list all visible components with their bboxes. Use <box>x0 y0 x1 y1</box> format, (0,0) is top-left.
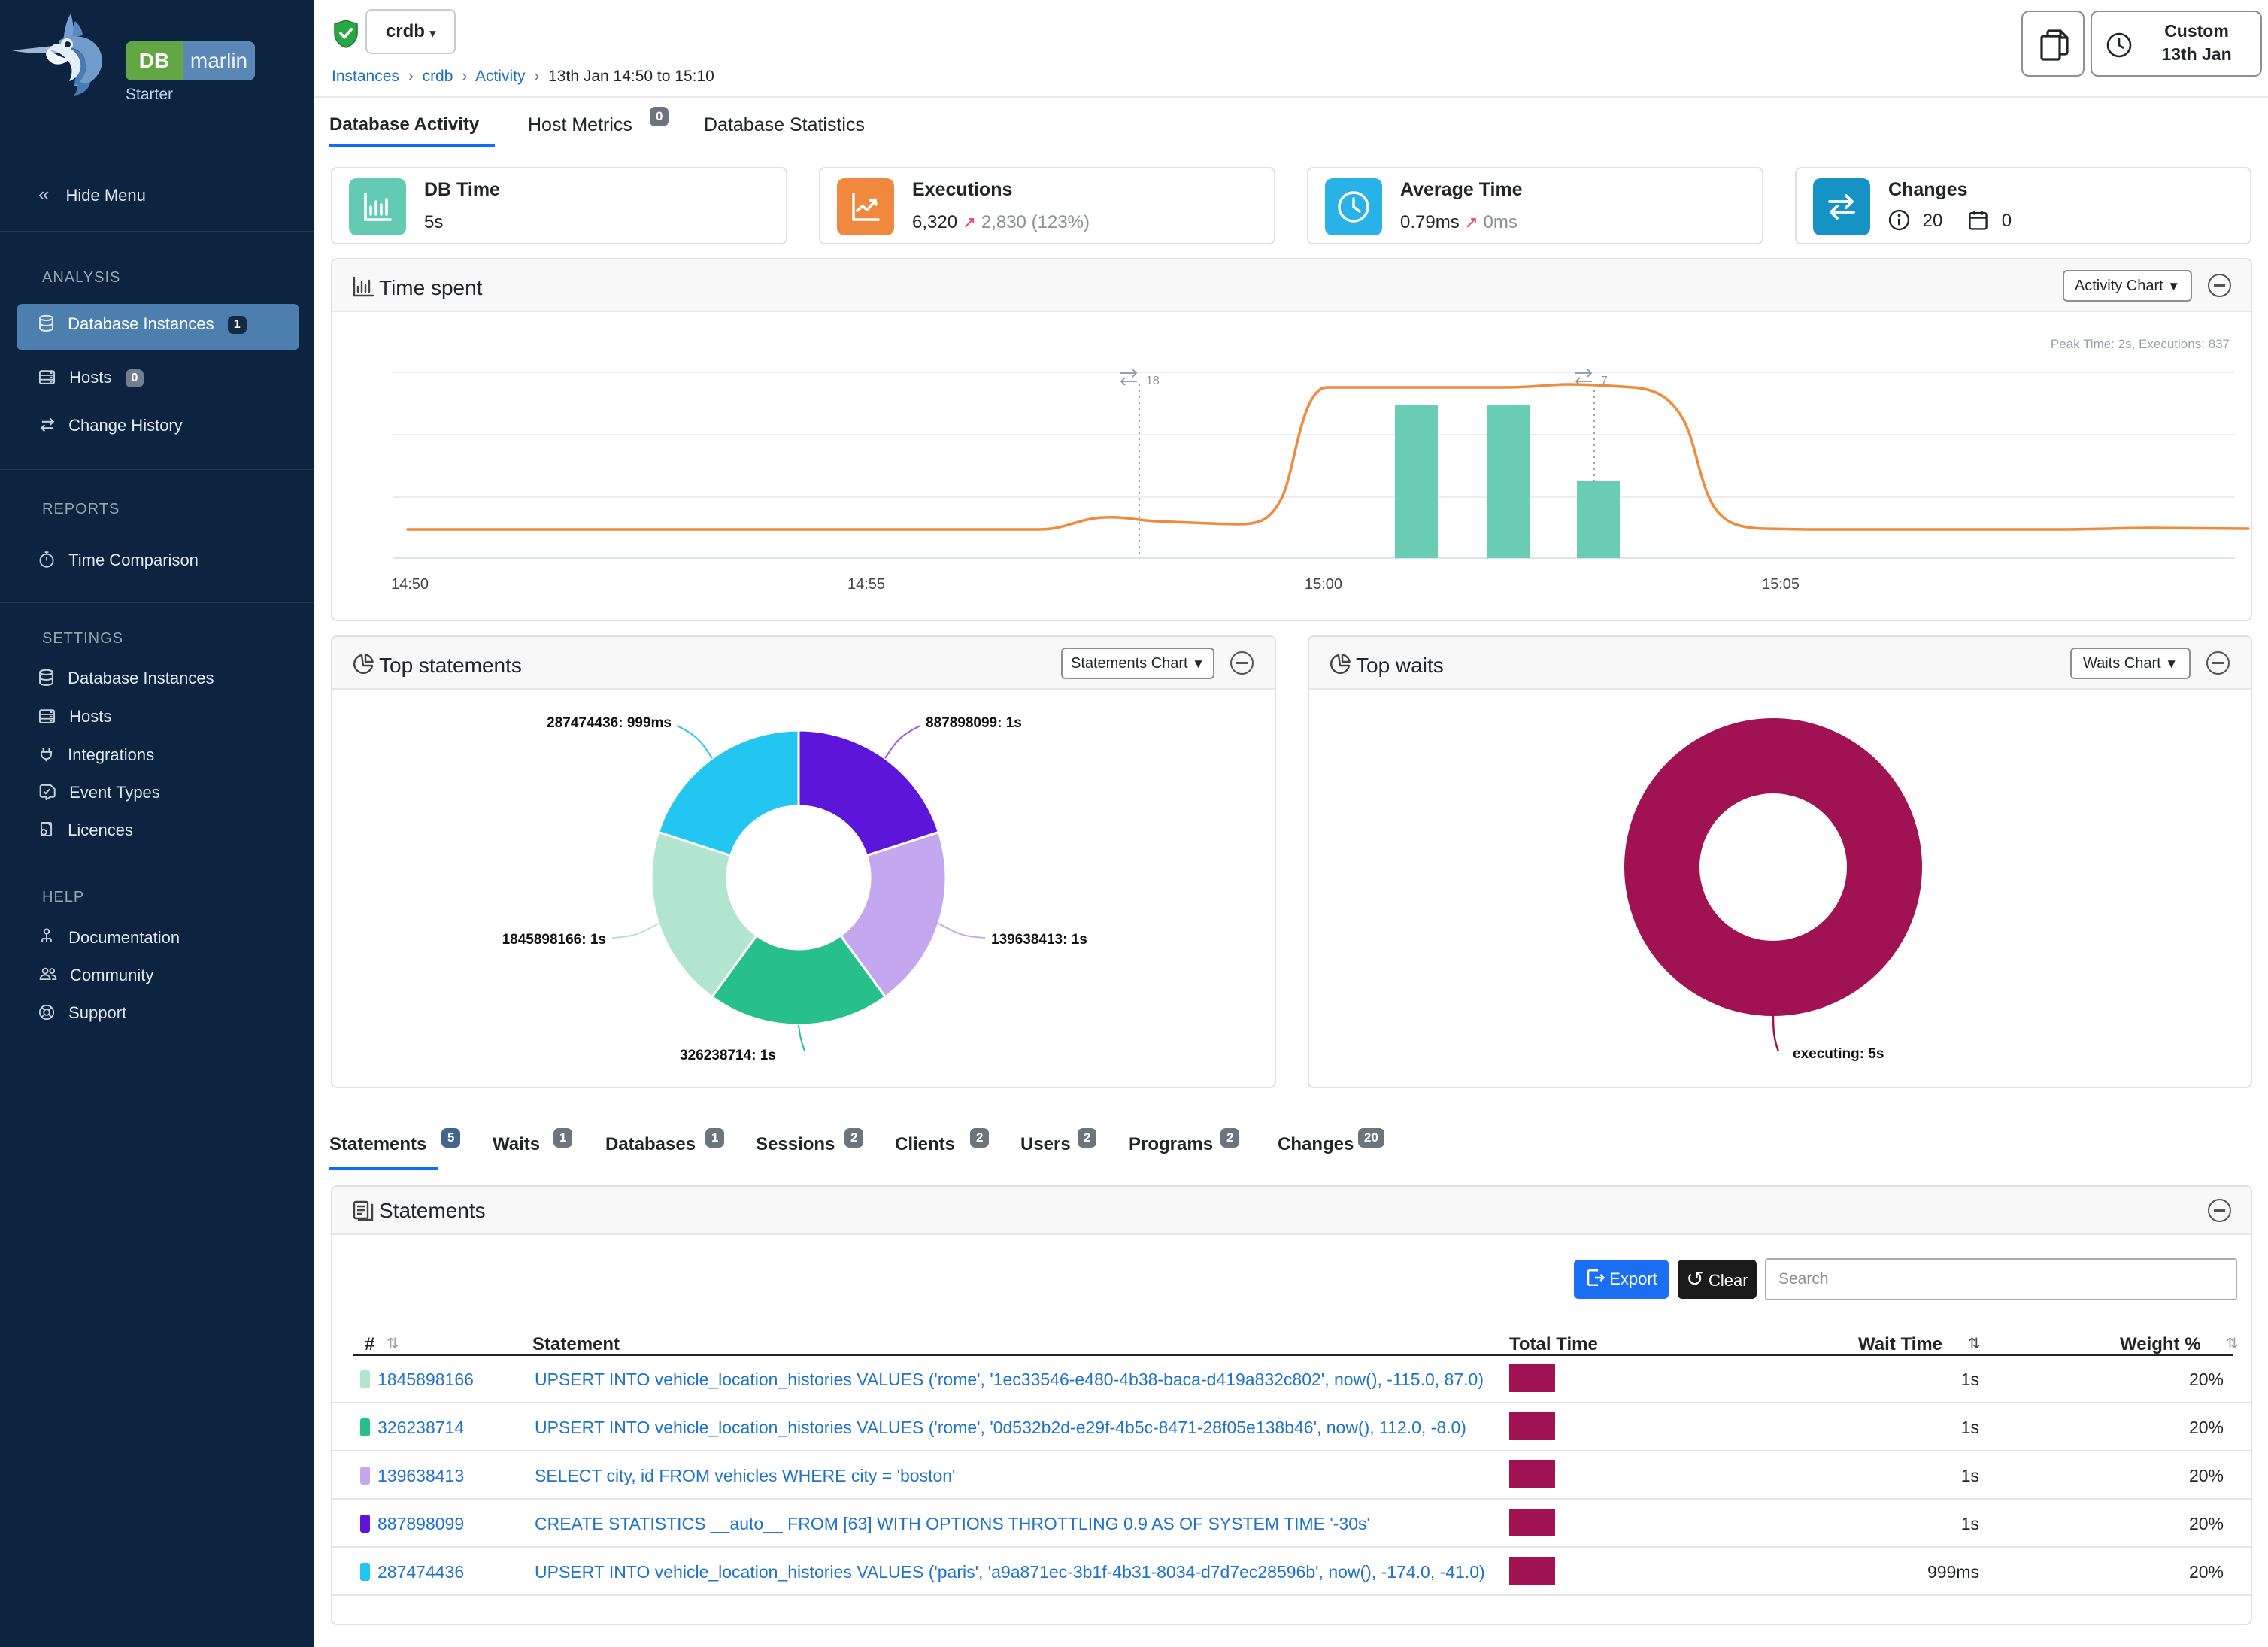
svg-text:14:55: 14:55 <box>847 576 885 593</box>
svg-text:326238714: 1s: 326238714: 1s <box>680 1048 776 1063</box>
svg-text:executing: 5s: executing: 5s <box>1793 1046 1884 1062</box>
svg-text:1845898166: 1s: 1845898166: 1s <box>502 932 606 948</box>
svg-text:15:00: 15:00 <box>1305 576 1342 593</box>
svg-text:18: 18 <box>1146 375 1160 387</box>
svg-text:14:50: 14:50 <box>391 576 429 593</box>
svg-text:7: 7 <box>1601 375 1608 387</box>
svg-text:287474436: 999ms: 287474436: 999ms <box>547 715 672 731</box>
svg-text:15:05: 15:05 <box>1762 576 1800 593</box>
svg-text:139638413: 1s: 139638413: 1s <box>991 932 1087 948</box>
svg-text:887898099: 1s: 887898099: 1s <box>926 715 1022 731</box>
